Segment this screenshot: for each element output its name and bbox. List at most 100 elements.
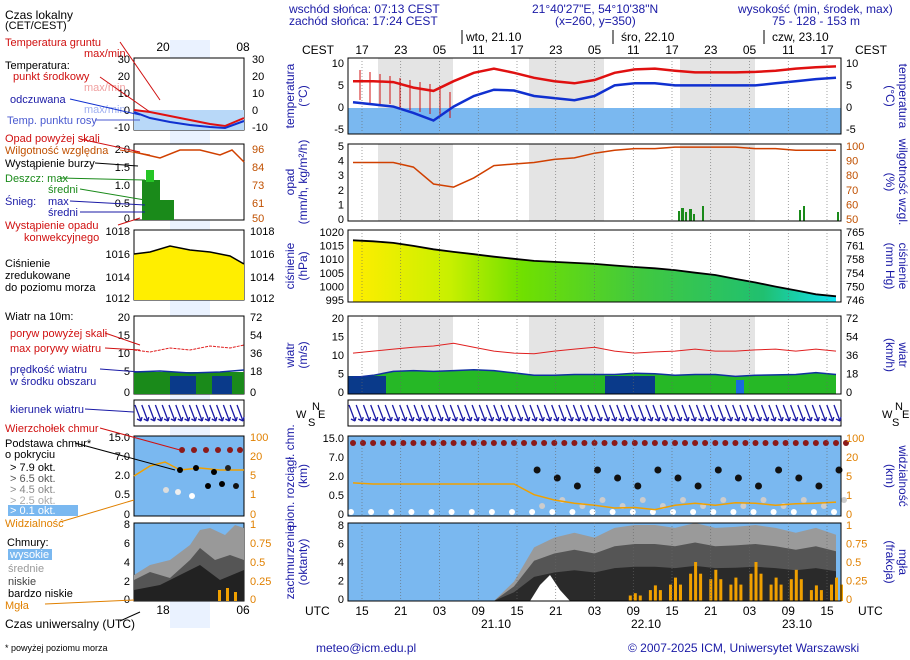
legend-pressure-2: zredukowane <box>5 270 71 282</box>
mini-temp-tick-r: 30 <box>252 54 264 66</box>
wind-arrow <box>637 404 647 422</box>
y-tick: 765 <box>846 227 864 239</box>
mini-top-hour: 08 <box>236 40 250 54</box>
wind-arrow <box>768 404 777 422</box>
fog-bar <box>769 584 773 601</box>
cloud-top-dot <box>692 440 699 446</box>
cloud-base-dot <box>841 497 847 503</box>
hour-label: 17 <box>820 43 834 57</box>
wind-arrow <box>188 404 198 422</box>
wind-arrow <box>818 404 828 422</box>
cloud-top-dot <box>420 440 427 446</box>
y-tick: 2 <box>338 576 344 588</box>
compass-right: N W E S <box>882 401 909 429</box>
mini-press-tick: 1018 <box>106 226 130 238</box>
fog-bar <box>719 579 723 601</box>
precip-label: opad <box>283 169 297 196</box>
wind-arrow <box>507 404 516 422</box>
wind-dir-panel: N W E S N W E S <box>296 399 909 429</box>
cloud-base-dot <box>348 509 354 515</box>
cover-panel: zachmurzenie (oktanty) (frakcja) mgła <box>283 522 910 602</box>
fog-bar <box>699 573 703 601</box>
mini-humidity-line <box>133 149 245 163</box>
mini-press-tick-r: 1018 <box>250 226 274 238</box>
wind-arrow <box>370 404 379 422</box>
y-tick: 5 <box>846 80 852 92</box>
hour-label: 21 <box>394 604 408 618</box>
mini-wind-tick: 10 <box>118 348 130 360</box>
hour-label: 23 <box>549 43 563 57</box>
wind-arrow <box>630 404 639 422</box>
y-tick: 4 <box>338 156 344 168</box>
mini-cloud-tick: 0.5 <box>115 489 130 501</box>
mini-vis-tick: 0 <box>250 509 256 521</box>
wind-arrow <box>413 404 422 422</box>
cloud-top-dot <box>470 440 477 446</box>
wind-arrow <box>601 404 611 422</box>
legend-rain-max: Deszcz: max <box>5 173 68 185</box>
cloud-base-dot <box>599 497 606 503</box>
cloud-top-dot <box>561 440 568 446</box>
wind-arrow <box>681 404 690 422</box>
wind-arrow <box>514 404 524 422</box>
mini-hum-tick: 61 <box>252 198 264 210</box>
legend-rain-mid: średni <box>48 184 78 196</box>
vis-label: widzialność <box>896 444 910 506</box>
wind-arrow <box>168 404 177 422</box>
mini-vis-tick: 20 <box>250 451 262 463</box>
fog-bar <box>789 579 793 601</box>
hour-label: 21 <box>704 604 718 618</box>
fog-bar <box>779 584 783 601</box>
wind-arrow <box>594 404 603 422</box>
press-label: ciśnienie <box>283 242 297 289</box>
legend-snow-mid: średni <box>48 207 78 219</box>
y-tick: 0 <box>338 509 344 521</box>
cloud-base-dot <box>569 509 576 515</box>
cloud-base-dot <box>368 509 375 515</box>
y-tick: 0 <box>846 102 852 114</box>
cloud-top-dot <box>822 440 829 446</box>
hour-label: 17 <box>510 43 524 57</box>
wind-arrow <box>732 404 741 422</box>
footer-email[interactable]: meteo@icm.edu.pl <box>316 641 417 655</box>
wind-arrow <box>355 404 364 422</box>
cloud-base-dot <box>533 466 541 474</box>
cloud-base-dot <box>594 466 601 474</box>
y-tick: 6 <box>338 539 344 551</box>
legend-leader-lines <box>44 41 181 622</box>
cloud-base-dot <box>710 509 717 515</box>
cloud-top-dot <box>802 440 809 446</box>
mini-temp-tick: 20 <box>118 71 130 83</box>
wind-arrow <box>543 404 553 422</box>
cloud-top-dot <box>661 440 668 446</box>
y-tick: 5 <box>338 369 344 381</box>
cloud-top-dot <box>450 440 457 446</box>
hour-label: 11 <box>627 43 640 57</box>
cloud-top-dot <box>440 440 447 446</box>
mini-press-tick: 1014 <box>106 272 130 284</box>
y-tick: 36 <box>846 350 858 362</box>
wind-arrow <box>377 404 386 422</box>
wind-arrow <box>399 404 408 422</box>
wind-arrow <box>536 404 545 422</box>
fog-bar <box>830 584 833 601</box>
mini-precip-tick: 0 <box>124 213 130 225</box>
fog-bar <box>669 584 672 601</box>
compass-s: S <box>892 417 899 429</box>
cloud-base-dot <box>509 509 515 515</box>
compass-e: E <box>902 409 909 421</box>
y-tick: 1 <box>846 490 852 502</box>
y-tick: 20 <box>846 452 858 464</box>
compass-s: S <box>308 417 315 429</box>
mini-cover-tick: 8 <box>124 519 130 531</box>
cloud-base-dot <box>690 509 697 515</box>
wind-arrow <box>789 404 799 422</box>
wind-speed-area <box>353 369 836 394</box>
hour-label: 21 <box>549 604 563 618</box>
cloud-top-dot <box>380 440 387 446</box>
hour-label: 05 <box>588 43 602 57</box>
y-tick: 1 <box>846 520 852 532</box>
mini-wind-line <box>133 369 245 374</box>
cloud-top-dot <box>521 440 527 446</box>
sunrise-text: wschód słońca: 07:13 CEST <box>289 2 440 16</box>
